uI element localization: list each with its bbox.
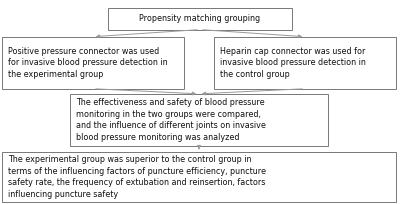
- Text: The experimental group was superior to the control group in
terms of the influen: The experimental group was superior to t…: [8, 155, 266, 199]
- FancyBboxPatch shape: [2, 152, 396, 202]
- Text: Positive pressure connector was used
for invasive blood pressure detection in
th: Positive pressure connector was used for…: [8, 47, 168, 79]
- FancyBboxPatch shape: [2, 37, 184, 89]
- FancyBboxPatch shape: [70, 94, 328, 146]
- FancyBboxPatch shape: [108, 8, 292, 30]
- Text: Heparin cap connector was used for
invasive blood pressure detection in
the cont: Heparin cap connector was used for invas…: [220, 47, 366, 79]
- Text: Propensity matching grouping: Propensity matching grouping: [140, 14, 260, 23]
- FancyBboxPatch shape: [214, 37, 396, 89]
- Text: The effectiveness and safety of blood pressure
monitoring in the two groups were: The effectiveness and safety of blood pr…: [76, 98, 266, 142]
